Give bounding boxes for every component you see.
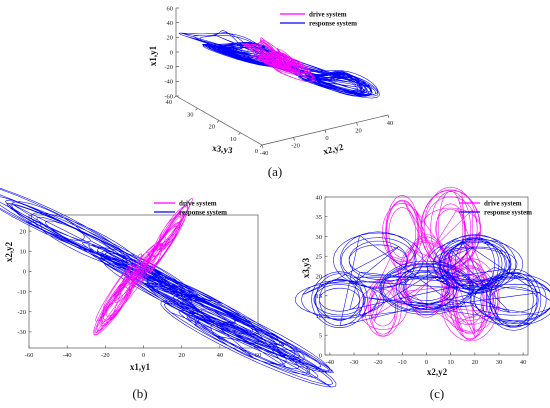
panel-a-x-tick-mark <box>387 114 390 119</box>
panel-a-z-tick-label: -40 <box>164 79 173 86</box>
panel-a-legend-drive-label: drive system <box>309 11 347 19</box>
panel-b-y-tick-label: 10 <box>20 249 27 256</box>
panel-b-y-tick-label: 0 <box>23 269 26 276</box>
panel-c-y-tick-label: 20 <box>316 273 323 280</box>
panel-c-legend: drive system response system <box>459 200 532 217</box>
panel-b-series-response <box>0 188 337 388</box>
panel-c-x-tick-label: -40 <box>325 359 334 366</box>
panel-a-x-label: x2,y2 <box>322 142 345 157</box>
panel-b-x-tick-label: -40 <box>63 352 72 359</box>
panel-a-z-tick-label: -60 <box>164 93 173 100</box>
panel-a-y-tick-label: 30 <box>187 111 194 118</box>
panel-c-y-tick-label: 40 <box>316 194 323 201</box>
panel-a-z-label: x1,y1 <box>148 45 158 66</box>
panel-b-series-drive <box>93 198 193 336</box>
panel-b-y-tick-label: -20 <box>17 309 26 316</box>
panel-a-y-tick-label: 10 <box>230 136 237 143</box>
panel-c-x-tick-label: -20 <box>374 359 383 366</box>
panel-a-y-tick-label: 40 <box>166 99 173 106</box>
panel-a-x-tick-mark <box>324 129 327 134</box>
panel-a: -60 -40 -20 0 20 40 60 0 10 20 30 40 -40 -20 0 20 40 x… <box>148 5 393 179</box>
panel-a-x-tick-label: -40 <box>260 150 269 157</box>
panel-c-y-tick-label: 10 <box>316 313 323 320</box>
panel-c-y-tick-label: 15 <box>316 293 323 300</box>
panel-a-z-tick-label: -20 <box>164 64 173 71</box>
panel-a-y-tick-mark <box>259 144 263 148</box>
panel-c-x-tick-label: -10 <box>398 359 407 366</box>
panel-a-x-tick-label: -20 <box>291 143 300 150</box>
panel-a-z-tick-label: 0 <box>170 49 173 56</box>
panel-a-y-tick-mark <box>216 120 220 123</box>
panel-b-y-tick-label: -10 <box>17 289 26 296</box>
panel-c-x-tick-label: -30 <box>350 359 359 366</box>
panel-a-y-tick-label: 20 <box>209 124 216 131</box>
panel-b-x-tick-label: -20 <box>101 352 110 359</box>
panel-b-x-tick-label: 20 <box>178 352 185 359</box>
panel-c-x-tick-label: 10 <box>447 359 454 366</box>
panel-c-y-tick-label: 25 <box>316 254 323 261</box>
panel-b-x-label: x1,y1 <box>130 362 151 372</box>
panel-c-y-tick-label: 0 <box>319 352 322 359</box>
panel-b-x-tick-label: 0 <box>142 352 145 359</box>
panel-a-x-tick-label: 40 <box>387 120 394 127</box>
panel-a-x-tick-label: 20 <box>355 128 362 135</box>
panel-c-series-response <box>295 231 550 331</box>
panel-a-z-tick-label: 20 <box>167 35 174 42</box>
panel-a-z-tick-label: 60 <box>167 5 174 12</box>
panel-c-x-label: x2,y2 <box>427 367 448 377</box>
panel-a-legend: drive system response system <box>280 11 357 28</box>
panel-a-y-tick-label: 0 <box>255 148 258 155</box>
panel-a-y-label: x3,y3 <box>212 143 234 156</box>
panel-c: -40 -30 -20 -10 0 10 20 30 40 0 5 10 15 20 25 30 35 40 x… <box>295 186 550 401</box>
panel-b-legend: drive system response system <box>154 200 227 217</box>
panel-b-y-tick-label: -30 <box>17 329 26 336</box>
panel-a-series-drive <box>240 37 316 83</box>
panel-b-caption: (b) <box>132 386 147 401</box>
panel-c-legend-drive-label: drive system <box>484 200 522 208</box>
panel-c-y-label: x3,y3 <box>301 257 311 278</box>
panel-a-legend-response-label: response system <box>309 20 357 28</box>
panel-a-y-tick-mark <box>195 108 198 111</box>
panel-c-x-tick-label: 40 <box>520 359 527 366</box>
panel-a-x-tick-mark <box>356 122 358 126</box>
panel-c-y-tick-label: 5 <box>319 333 322 340</box>
panel-b-x-tick-label: 40 <box>217 352 224 359</box>
panel-c-x-tick-label: 0 <box>425 359 428 366</box>
panel-b-legend-drive-label: drive system <box>179 200 217 208</box>
panel-c-legend-response-label: response system <box>484 209 532 217</box>
panel-b-y-tick-label: 20 <box>20 228 27 235</box>
panel-c-caption: (c) <box>430 386 444 401</box>
panel-a-x-tick-mark <box>293 137 295 141</box>
panel-c-x-tick-label: 30 <box>496 359 503 366</box>
panel-c-x-tick-label: 20 <box>472 359 479 366</box>
panel-c-y-tick-label: 30 <box>316 234 323 241</box>
panel-a-z-tick-label: 40 <box>167 20 174 27</box>
panel-a-x-tick-mark <box>261 144 264 149</box>
panel-b-x-tick-label: -60 <box>25 352 34 359</box>
panel-b-x-tick-label: 60 <box>255 352 262 359</box>
panel-a-x-tick-label: 0 <box>325 135 328 142</box>
panel-a-y-tick-mark <box>173 95 177 99</box>
panel-a-y-tick-mark <box>238 132 241 135</box>
panel-a-caption: (a) <box>268 164 282 179</box>
panel-b-legend-response-label: response system <box>179 209 227 217</box>
panel-b: -60 -40 -20 0 20 40 60 -30 -20 -10 0 10 20 x1,y1 x2… <box>0 188 337 401</box>
panel-b-y-label: x2,y2 <box>4 241 14 262</box>
panel-c-y-tick-label: 35 <box>316 214 323 221</box>
